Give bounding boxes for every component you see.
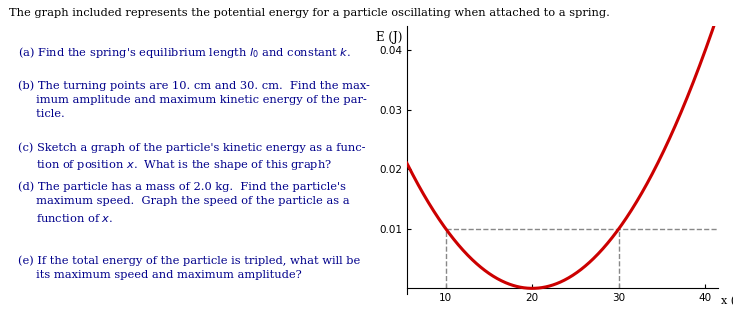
Text: (b) The turning points are 10. cm and 30. cm.  Find the max-
     imum amplitude: (b) The turning points are 10. cm and 30… xyxy=(18,80,370,119)
Text: (e) If the total energy of the particle is tripled, what will be
     its maximu: (e) If the total energy of the particle … xyxy=(18,255,361,280)
Text: The graph included represents the potential energy for a particle oscillating wh: The graph included represents the potent… xyxy=(9,8,610,18)
Text: E (J): E (J) xyxy=(376,31,402,44)
Text: (d) The particle has a mass of 2.0 kg.  Find the particle's
     maximum speed. : (d) The particle has a mass of 2.0 kg. F… xyxy=(18,181,350,224)
Text: (c) Sketch a graph of the particle's kinetic energy as a func-
     tion of posi: (c) Sketch a graph of the particle's kin… xyxy=(18,142,366,172)
Text: (a) Find the spring's equilibrium length $l_0$ and constant $k$.: (a) Find the spring's equilibrium length… xyxy=(18,45,351,60)
Text: x (cm): x (cm) xyxy=(721,296,733,306)
